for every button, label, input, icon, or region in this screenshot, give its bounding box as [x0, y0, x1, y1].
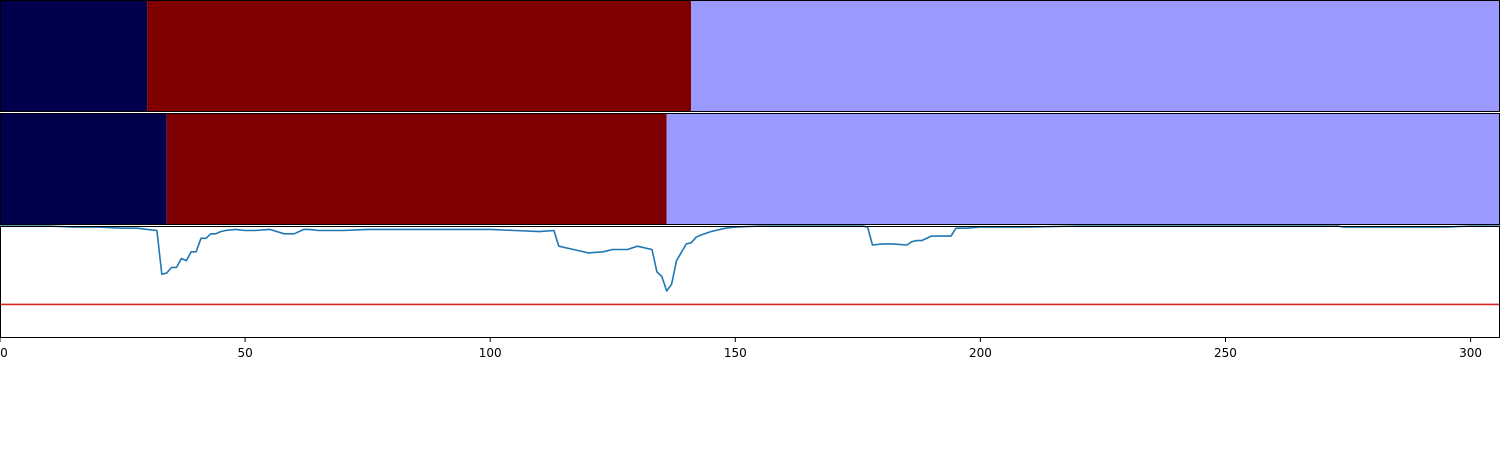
x-tick-label: 200: [969, 346, 992, 360]
x-axis: 0 50 100 150 200 250 300: [0, 338, 1482, 360]
axes-frame-3: [0, 226, 1500, 338]
bar-segment-2-1: [0, 113, 167, 225]
middle-stacked-bar: [0, 113, 1500, 225]
bar-segment-2-3: [666, 113, 1500, 225]
bar-segment-1-3: [691, 0, 1500, 112]
x-tick-label: 0: [0, 346, 8, 360]
x-tick-label: 100: [479, 346, 502, 360]
top-stacked-bar: [0, 0, 1500, 112]
x-tick-label: 250: [1214, 346, 1237, 360]
x-tick-label: 50: [237, 346, 252, 360]
bar-segment-2-2: [166, 113, 667, 225]
bar-segment-1-1: [0, 0, 148, 112]
bar-segment-1-2: [147, 0, 692, 112]
score-line: [0, 225, 1500, 292]
x-tick-label: 150: [724, 346, 747, 360]
x-tick-label: 300: [1459, 346, 1482, 360]
line-plot: [0, 225, 1500, 306]
